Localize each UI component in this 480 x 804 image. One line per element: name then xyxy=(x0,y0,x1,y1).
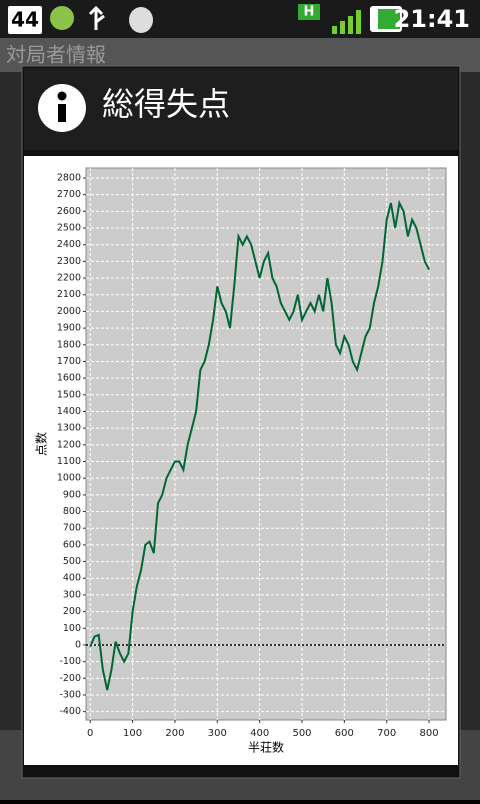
x-tick-label: 500 xyxy=(292,728,311,739)
y-tick-label: -100 xyxy=(59,656,81,667)
y-tick-label: 2400 xyxy=(57,239,81,250)
y-tick-label: 1700 xyxy=(57,356,81,367)
y-tick-label: 300 xyxy=(63,589,81,600)
y-tick-label: 700 xyxy=(63,523,81,534)
x-tick-label: 100 xyxy=(123,728,142,739)
chart: -400 -300 -200 -100 0 100 200 300 400 500 600 700 80… xyxy=(34,167,447,755)
x-tick-label: 800 xyxy=(420,728,439,739)
y-tick-label: 1900 xyxy=(57,323,81,334)
y-tick-label: 2100 xyxy=(57,289,81,300)
x-tick-label: 600 xyxy=(335,728,354,739)
y-tick-label: 400 xyxy=(63,573,81,584)
network: H xyxy=(304,5,315,20)
y-tick-label: 2500 xyxy=(57,223,81,234)
app-title: 対局者情報 xyxy=(6,43,106,67)
android-icon xyxy=(50,6,74,30)
y-tick-label: 2700 xyxy=(57,189,81,200)
x-axis-label: 半荘数 xyxy=(248,740,284,755)
y-tick-label: -200 xyxy=(59,673,81,684)
y-tick-label: 1000 xyxy=(57,473,81,484)
x-tick-label: 700 xyxy=(377,728,396,739)
plot-area xyxy=(85,167,447,721)
dialog-header xyxy=(24,68,458,150)
y-tick-label: 1300 xyxy=(57,423,81,434)
y-tick-label: 1400 xyxy=(57,406,81,417)
info-dot xyxy=(57,91,67,101)
x-tick-label: 200 xyxy=(165,728,184,739)
y-tick-label: 200 xyxy=(63,606,81,617)
info-i xyxy=(58,104,66,122)
y-tick-label: 0 xyxy=(75,639,81,650)
y-tick-label: 100 xyxy=(63,623,81,634)
x-tick-label: 400 xyxy=(250,728,269,739)
clock: 21:41 xyxy=(394,5,470,33)
y-tick-label: -300 xyxy=(59,689,81,700)
badge-bg xyxy=(8,6,42,34)
y-tick-label: 2000 xyxy=(57,306,81,317)
y-tick-label: 1800 xyxy=(57,339,81,350)
y-tick-label: 800 xyxy=(63,506,81,517)
y-tick-label: 1200 xyxy=(57,439,81,450)
y-tick-label: 500 xyxy=(63,556,81,567)
y-tick-label: 2300 xyxy=(57,256,81,267)
usb-icon xyxy=(88,5,105,30)
y-tick-label: 2200 xyxy=(57,273,81,284)
y-tick-label: 1600 xyxy=(57,373,81,384)
signal-icon xyxy=(332,10,361,34)
y-tick-label: 1100 xyxy=(57,456,81,467)
data-line xyxy=(89,199,430,691)
y-tick-label: 600 xyxy=(63,539,81,550)
battery-level xyxy=(378,9,400,29)
net-bg xyxy=(298,4,320,20)
badge: 44 xyxy=(11,8,39,32)
x-tick-label: 0 xyxy=(87,728,93,739)
dialog-title: 総得失点 xyxy=(102,85,230,123)
y-axis-label: 点数 xyxy=(34,432,49,456)
x-tick-label: 300 xyxy=(208,728,227,739)
debug-icon xyxy=(129,7,153,33)
y-tick-label: 2800 xyxy=(57,173,81,184)
y-tick-label: 2600 xyxy=(57,206,81,217)
y-tick-label: 900 xyxy=(63,489,81,500)
y-tick-label: 1500 xyxy=(57,389,81,400)
y-tick-label: -400 xyxy=(59,706,81,717)
